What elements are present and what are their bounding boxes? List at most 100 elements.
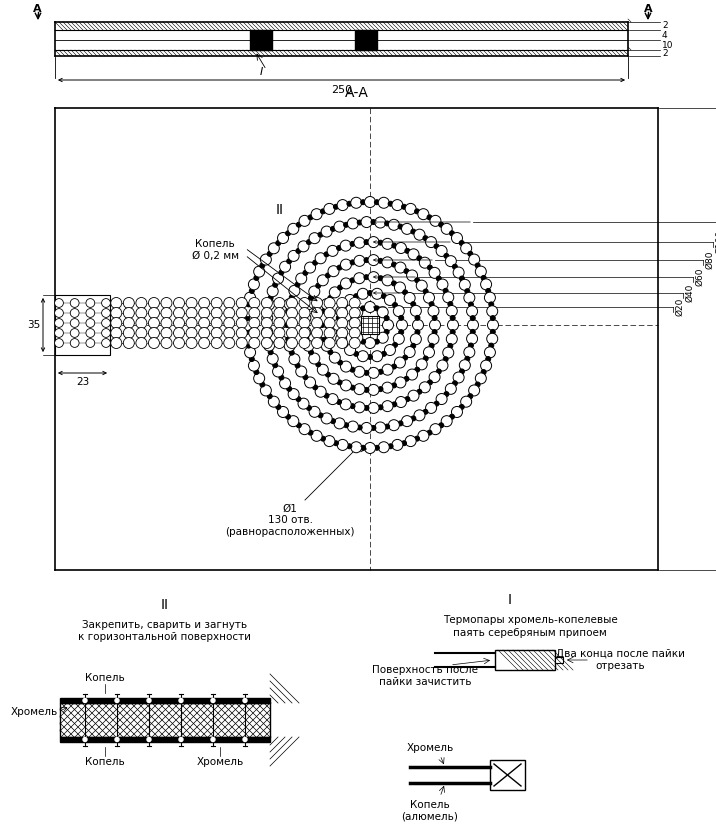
Circle shape (388, 201, 393, 206)
Circle shape (289, 354, 300, 364)
Circle shape (404, 269, 409, 274)
Circle shape (288, 389, 299, 399)
Circle shape (388, 220, 400, 230)
Circle shape (211, 737, 215, 741)
Circle shape (123, 338, 135, 349)
Bar (60, 698, 270, 703)
Circle shape (415, 367, 420, 372)
Circle shape (147, 737, 151, 741)
Circle shape (388, 419, 400, 431)
Circle shape (395, 262, 406, 273)
Circle shape (148, 338, 160, 349)
Circle shape (417, 389, 422, 394)
Text: Хромель: Хромель (407, 743, 454, 753)
Circle shape (303, 374, 308, 379)
Circle shape (347, 201, 352, 206)
Circle shape (420, 257, 430, 268)
Circle shape (296, 366, 306, 377)
Circle shape (487, 334, 498, 344)
Bar (495, 650, 555, 670)
Circle shape (337, 318, 348, 329)
Circle shape (161, 328, 172, 339)
Bar (490, 760, 525, 790)
Circle shape (331, 226, 336, 231)
Text: 10: 10 (662, 41, 674, 49)
Circle shape (384, 221, 390, 226)
Circle shape (481, 369, 486, 374)
Circle shape (465, 289, 470, 294)
Circle shape (223, 328, 235, 339)
Circle shape (368, 384, 379, 395)
Circle shape (427, 265, 432, 270)
Circle shape (398, 421, 403, 426)
Circle shape (364, 258, 369, 263)
Circle shape (289, 285, 300, 296)
Circle shape (407, 369, 417, 380)
Circle shape (367, 290, 372, 295)
Circle shape (382, 382, 393, 394)
Circle shape (337, 315, 342, 320)
Circle shape (267, 251, 272, 256)
Circle shape (54, 309, 64, 317)
Circle shape (468, 251, 473, 256)
Circle shape (423, 235, 428, 240)
Circle shape (481, 275, 486, 280)
Circle shape (211, 328, 222, 339)
Circle shape (286, 259, 291, 264)
Circle shape (382, 294, 387, 299)
Circle shape (273, 282, 278, 287)
Circle shape (337, 439, 348, 450)
Circle shape (425, 403, 437, 414)
Circle shape (445, 255, 456, 267)
Circle shape (405, 249, 410, 254)
Circle shape (245, 292, 256, 303)
Circle shape (115, 737, 119, 741)
Circle shape (490, 329, 495, 334)
Circle shape (306, 405, 311, 410)
Circle shape (344, 344, 356, 355)
Circle shape (316, 283, 321, 288)
Circle shape (303, 270, 308, 275)
Circle shape (350, 241, 355, 246)
Circle shape (86, 329, 95, 338)
Circle shape (357, 425, 362, 430)
Circle shape (161, 318, 172, 329)
Circle shape (460, 280, 470, 290)
Circle shape (423, 289, 428, 294)
Circle shape (261, 254, 271, 265)
Circle shape (317, 364, 329, 375)
Circle shape (315, 253, 326, 264)
Circle shape (350, 404, 355, 409)
Circle shape (350, 367, 355, 372)
Circle shape (428, 305, 439, 316)
Circle shape (434, 401, 439, 406)
Circle shape (249, 289, 254, 294)
Circle shape (161, 308, 172, 319)
Circle shape (402, 223, 412, 235)
Circle shape (364, 275, 369, 280)
Circle shape (267, 394, 272, 399)
Circle shape (263, 340, 274, 351)
Circle shape (354, 255, 365, 266)
Circle shape (296, 222, 301, 227)
Circle shape (111, 318, 122, 329)
Circle shape (147, 699, 151, 702)
Circle shape (436, 245, 447, 256)
Circle shape (324, 298, 335, 309)
Text: Хромель: Хромель (11, 707, 58, 717)
Text: Ø20: Ø20 (675, 298, 684, 316)
Circle shape (282, 326, 293, 338)
Circle shape (102, 319, 110, 328)
Circle shape (296, 423, 301, 428)
Circle shape (349, 328, 360, 339)
Circle shape (261, 385, 271, 396)
Circle shape (349, 308, 360, 319)
Circle shape (54, 329, 64, 338)
Circle shape (223, 308, 235, 319)
Circle shape (404, 293, 415, 304)
Circle shape (450, 329, 455, 334)
Circle shape (279, 270, 284, 275)
Circle shape (136, 328, 147, 339)
Circle shape (243, 699, 247, 702)
Text: Ø100: Ø100 (715, 230, 716, 254)
